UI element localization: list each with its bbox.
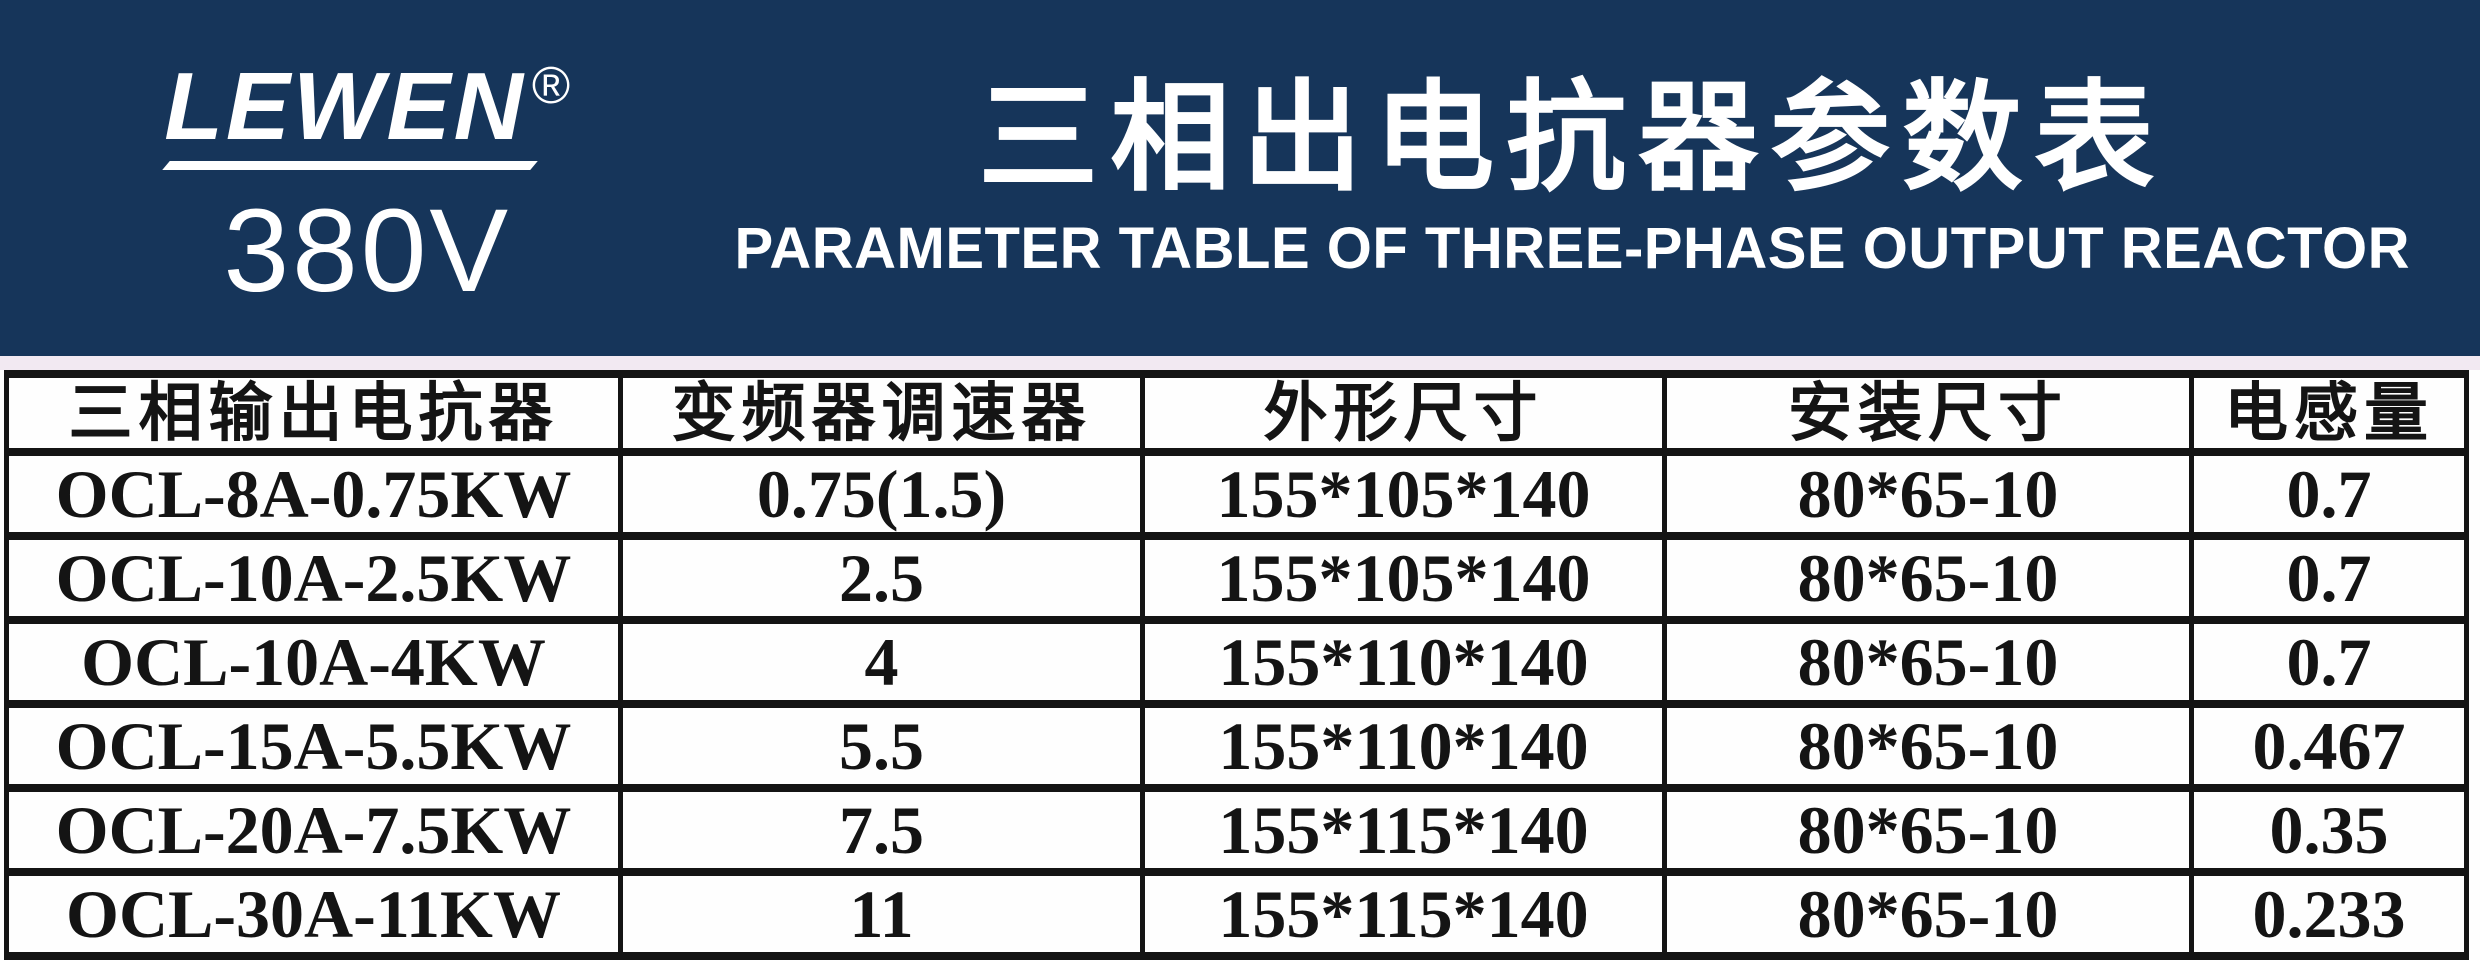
table-cell: 155*115*140	[1140, 784, 1667, 876]
table-row: OCL-30A-11KW 11 155*115*140 80*65-10 0.233	[4, 868, 2469, 960]
table-cell: 80*65-10	[1662, 448, 2194, 540]
table-cell: 0.35	[2189, 784, 2469, 876]
table-cell: 0.7	[2189, 448, 2469, 540]
table-cell: 0.75(1.5)	[618, 448, 1145, 540]
table-cell: 155*110*140	[1140, 616, 1667, 708]
table-row: OCL-20A-7.5KW 7.5 155*115*140 80*65-10 0.35	[4, 784, 2469, 876]
table-cell: 80*65-10	[1662, 616, 2194, 708]
page-subtitle: PARAMETER TABLE OF THREE-PHASE OUTPUT RE…	[734, 216, 2410, 281]
table-cell: 5.5	[618, 700, 1145, 792]
table-row: OCL-8A-0.75KW 0.75(1.5) 155*105*140 80*65-1…	[4, 448, 2469, 540]
brand-underline	[162, 160, 539, 170]
table-cell: 7.5	[618, 784, 1145, 876]
table-cell: OCL-8A-0.75KW	[4, 448, 623, 540]
table-cell: 4	[618, 616, 1145, 708]
table-cell: 80*65-10	[1662, 784, 2194, 876]
voltage-label: 380V	[223, 184, 512, 317]
table-row: OCL-10A-4KW 4 155*110*140 80*65-10 0.7	[4, 616, 2469, 708]
table-cell: 11	[618, 868, 1145, 960]
table-row: OCL-10A-2.5KW 2.5 155*105*140 80*65-10 0.7	[4, 532, 2469, 624]
table-cell: OCL-15A-5.5KW	[4, 700, 623, 792]
table-cell: 2.5	[618, 532, 1145, 624]
divider-strip	[0, 356, 2480, 370]
table-cell: 80*65-10	[1662, 700, 2194, 792]
table-cell: 155*110*140	[1140, 700, 1667, 792]
table-cell: 0.233	[2189, 868, 2469, 960]
partial-row	[4, 952, 2469, 960]
page-title: 三相出电抗器参数表	[978, 71, 2167, 205]
table-cell: 80*65-10	[1662, 868, 2194, 960]
table-cell: 80*65-10	[1662, 532, 2194, 624]
table-cell: OCL-10A-2.5KW	[4, 532, 623, 624]
table-cell: 0.467	[2189, 700, 2469, 792]
column-header-inductance: 电感量	[2189, 370, 2469, 456]
parameter-table: 三相输出电抗器 变频器调速器 外形尺寸 安装尺寸 电感量 OCL-8A-0.75…	[4, 370, 2469, 960]
header-banner: LEWEN ® 380V 三相出电抗器参数表 PARAMETER TABLE O…	[0, 0, 2480, 356]
table-cell	[2189, 952, 2469, 960]
table-cell: 155*105*140	[1140, 532, 1667, 624]
table-cell: OCL-20A-7.5KW	[4, 784, 623, 876]
table-cell: 0.7	[2189, 532, 2469, 624]
table-cell: 155*105*140	[1140, 448, 1667, 540]
column-header-reactor-model: 三相输出电抗器	[4, 370, 623, 456]
table-cell	[1140, 952, 1667, 960]
column-header-mounting-dimensions: 安装尺寸	[1662, 370, 2194, 456]
brand-logo: LEWEN ®	[164, 53, 570, 161]
table-cell: 155*115*140	[1140, 868, 1667, 960]
table-cell: OCL-30A-11KW	[4, 868, 623, 960]
table-cell	[4, 952, 623, 960]
column-header-inverter-power: 变频器调速器	[618, 370, 1145, 456]
column-header-outline-dimensions: 外形尺寸	[1140, 370, 1667, 456]
table-row: OCL-15A-5.5KW 5.5 155*110*140 80*65-10 0.467	[4, 700, 2469, 792]
table-body: OCL-8A-0.75KW 0.75(1.5) 155*105*140 80*65-1…	[4, 448, 2469, 960]
table-cell: 0.7	[2189, 616, 2469, 708]
table-cell	[618, 952, 1145, 960]
registered-trademark-icon: ®	[531, 57, 571, 116]
brand-block: LEWEN ® 380V	[0, 0, 734, 356]
table-header-row: 三相输出电抗器 变频器调速器 外形尺寸 安装尺寸 电感量	[4, 370, 2469, 456]
title-block: 三相出电抗器参数表 PARAMETER TABLE OF THREE-PHASE…	[734, 0, 2480, 356]
brand-name: LEWEN	[164, 53, 526, 161]
table-cell	[1662, 952, 2194, 960]
table-cell: OCL-10A-4KW	[4, 616, 623, 708]
